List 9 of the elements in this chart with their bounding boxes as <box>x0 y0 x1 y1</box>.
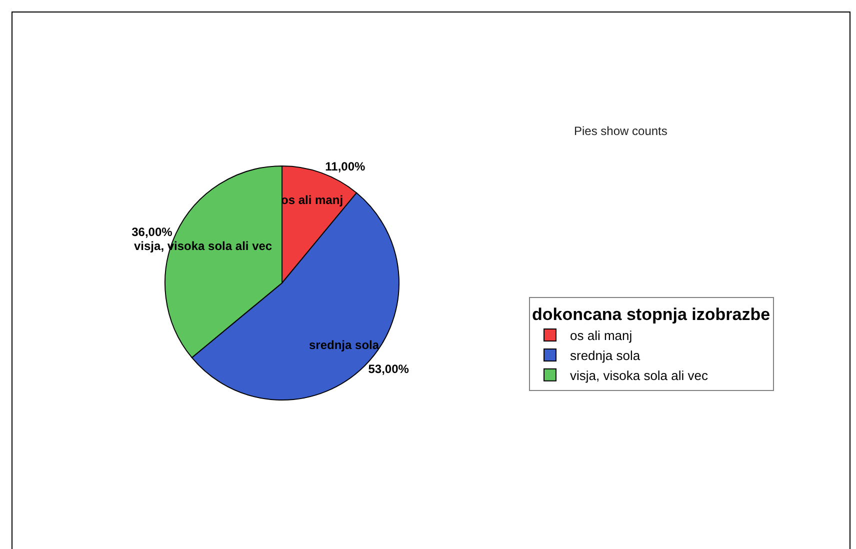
data-label: 36,00% <box>132 224 173 239</box>
text: Pies show counts <box>574 124 668 138</box>
data-label: 53,00% <box>368 362 410 376</box>
legend-label: visja, visoka sola ali vec <box>570 368 708 383</box>
legend-label: os ali manj <box>570 328 632 344</box>
legend-label: srednja sola <box>570 348 641 364</box>
data-label: 11,00% <box>325 160 366 174</box>
legend-title: dokoncana stopnja izobrazbe <box>532 305 770 324</box>
slice-label: srednja sola <box>309 338 380 352</box>
